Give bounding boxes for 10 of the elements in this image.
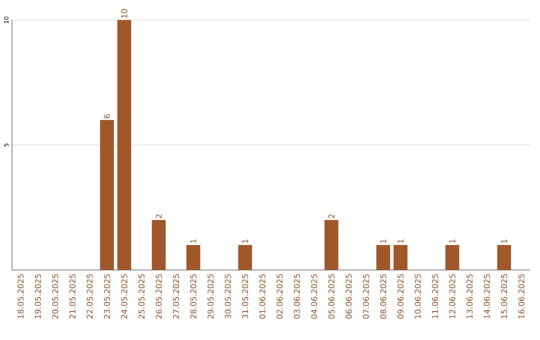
bar [394, 245, 408, 270]
bar [445, 245, 460, 270]
bar [324, 220, 338, 270]
bar [238, 245, 252, 270]
bar [100, 120, 114, 270]
bar [376, 245, 390, 270]
bar [117, 20, 132, 270]
bar [497, 245, 512, 270]
bar [186, 245, 200, 270]
bar [152, 220, 166, 270]
